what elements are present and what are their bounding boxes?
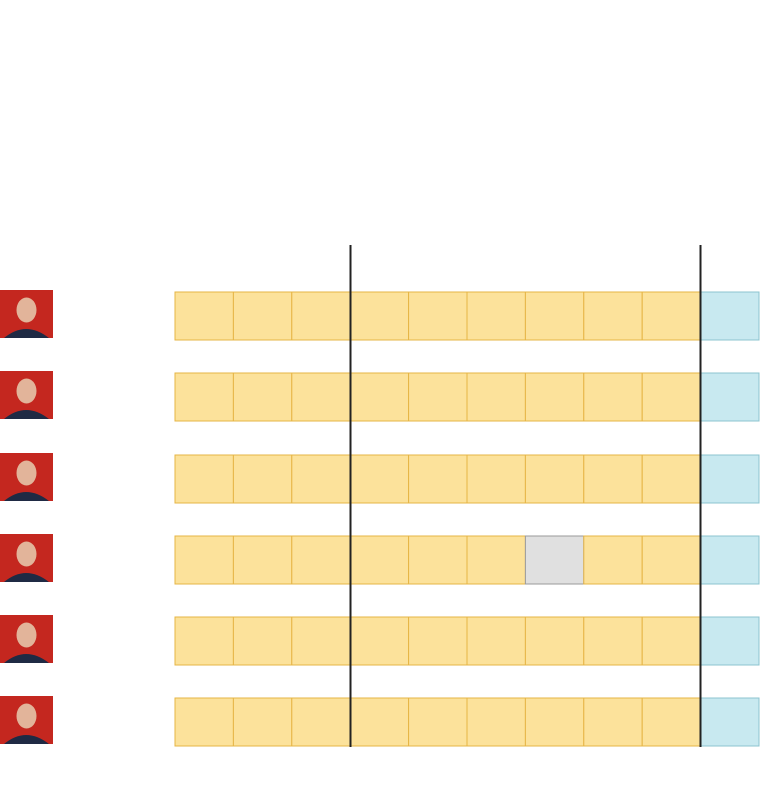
cell bbox=[408, 616, 468, 666]
portrait-body bbox=[4, 735, 49, 744]
portrait-body bbox=[4, 410, 49, 419]
portrait-head bbox=[16, 378, 37, 404]
cell bbox=[408, 697, 468, 747]
portrait bbox=[0, 534, 53, 582]
row bbox=[0, 534, 760, 585]
cell bbox=[466, 616, 526, 666]
cell bbox=[349, 291, 410, 341]
portrait-body bbox=[4, 329, 49, 338]
cell bbox=[641, 535, 702, 585]
cell bbox=[583, 616, 643, 666]
cell bbox=[291, 616, 351, 666]
cell bbox=[466, 535, 526, 585]
cell bbox=[641, 697, 702, 747]
portrait bbox=[0, 371, 53, 419]
cell bbox=[466, 291, 526, 341]
portrait-head bbox=[16, 541, 37, 567]
cell bbox=[291, 372, 351, 422]
portrait bbox=[0, 615, 53, 663]
cell bbox=[700, 372, 760, 422]
cell bbox=[408, 535, 468, 585]
cell bbox=[524, 616, 585, 666]
cell bbox=[174, 454, 234, 504]
portrait-head bbox=[16, 703, 37, 729]
portrait-head bbox=[16, 460, 37, 486]
cell bbox=[524, 454, 585, 504]
cell bbox=[524, 372, 585, 422]
portrait-head bbox=[16, 297, 37, 323]
cell bbox=[174, 697, 234, 747]
cell bbox=[583, 372, 643, 422]
cell bbox=[408, 372, 468, 422]
portrait-head bbox=[16, 622, 37, 648]
cell bbox=[524, 535, 585, 585]
cell bbox=[583, 697, 643, 747]
cell bbox=[291, 535, 351, 585]
cell bbox=[700, 535, 760, 585]
cell bbox=[232, 454, 293, 504]
cell bbox=[232, 535, 293, 585]
cell bbox=[641, 372, 702, 422]
cell bbox=[466, 697, 526, 747]
cell bbox=[349, 372, 410, 422]
cell bbox=[291, 454, 351, 504]
cell bbox=[641, 291, 702, 341]
cell bbox=[291, 697, 351, 747]
cell bbox=[583, 291, 643, 341]
cell bbox=[232, 291, 293, 341]
cell bbox=[291, 291, 351, 341]
cell bbox=[349, 697, 410, 747]
cell bbox=[524, 697, 585, 747]
cell bbox=[174, 535, 234, 585]
cell bbox=[641, 454, 702, 504]
portrait-body bbox=[4, 573, 49, 582]
cell bbox=[232, 697, 293, 747]
cell bbox=[349, 535, 410, 585]
cell bbox=[466, 454, 526, 504]
cell bbox=[641, 616, 702, 666]
cell bbox=[583, 535, 643, 585]
cell bbox=[174, 291, 234, 341]
row bbox=[0, 453, 760, 504]
cell bbox=[583, 454, 643, 504]
portrait bbox=[0, 290, 53, 338]
cell bbox=[700, 616, 760, 666]
portrait-body bbox=[4, 492, 49, 501]
row bbox=[0, 696, 760, 747]
cell bbox=[700, 697, 760, 747]
portrait-body bbox=[4, 654, 49, 663]
cell bbox=[174, 372, 234, 422]
portrait bbox=[0, 453, 53, 501]
row bbox=[0, 290, 760, 341]
cell bbox=[466, 372, 526, 422]
row bbox=[0, 615, 760, 666]
cell bbox=[408, 291, 468, 341]
cell bbox=[408, 454, 468, 504]
row bbox=[0, 371, 760, 422]
portrait bbox=[0, 696, 53, 744]
cell bbox=[232, 616, 293, 666]
cell bbox=[349, 454, 410, 504]
cell bbox=[524, 291, 585, 341]
cell bbox=[700, 291, 760, 341]
cell bbox=[232, 372, 293, 422]
cell bbox=[349, 616, 410, 666]
cell bbox=[700, 454, 760, 504]
cell bbox=[174, 616, 234, 666]
